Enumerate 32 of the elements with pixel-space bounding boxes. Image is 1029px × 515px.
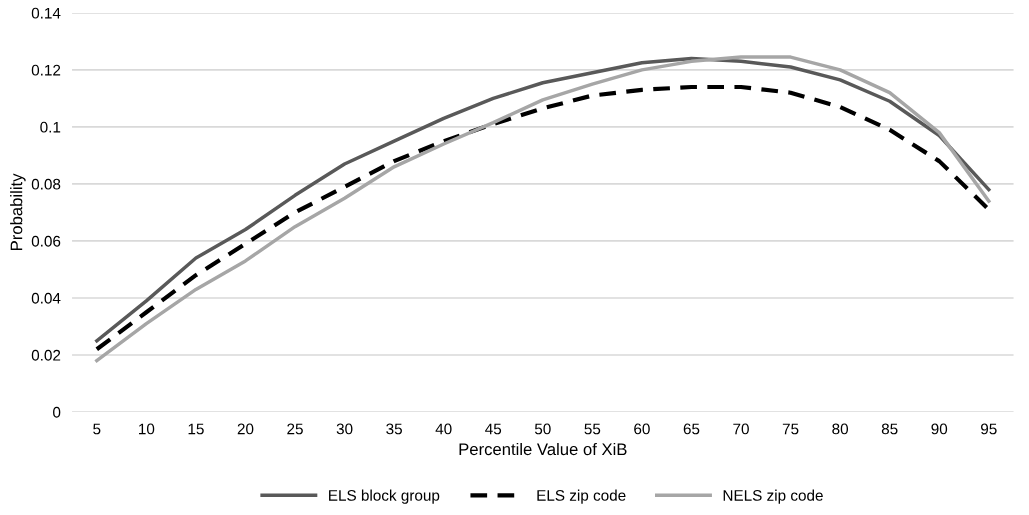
x-tick-label: 60 bbox=[634, 423, 650, 435]
y-tick-label: 0.04 bbox=[31, 292, 61, 304]
x-tick-label: 95 bbox=[981, 423, 997, 435]
legend-label: ELS block group bbox=[329, 489, 440, 504]
x-tick-label: 35 bbox=[386, 423, 402, 435]
y-tick-label: 0.14 bbox=[31, 7, 61, 19]
x-tick-label: 85 bbox=[881, 423, 898, 435]
x-tick-label: 55 bbox=[584, 423, 601, 435]
x-tick-label: 90 bbox=[931, 423, 948, 435]
y-axis-title: Probability bbox=[10, 173, 26, 250]
x-tick-label: 40 bbox=[435, 423, 452, 435]
x-tick-label: 25 bbox=[287, 423, 303, 435]
x-tick-label: 50 bbox=[534, 423, 551, 435]
y-tick-label: 0.12 bbox=[31, 64, 61, 76]
x-tick-label: 65 bbox=[683, 423, 700, 435]
y-tick-label: 0.1 bbox=[40, 121, 61, 133]
x-tick-label: 45 bbox=[485, 423, 502, 435]
x-tick-label: 5 bbox=[93, 423, 101, 435]
x-tick-label: 15 bbox=[188, 423, 204, 435]
y-tick-label: 0.06 bbox=[31, 235, 61, 247]
y-tick-label: 0.02 bbox=[31, 349, 61, 361]
x-tick-label: 70 bbox=[733, 423, 749, 435]
x-tick-label: 20 bbox=[237, 423, 254, 435]
legend-label: ELS zip code bbox=[537, 489, 626, 504]
y-tick-label: 0 bbox=[53, 406, 61, 418]
x-axis-title: Percentile Value of XiB bbox=[459, 442, 627, 456]
legend-label: NELS zip code bbox=[723, 489, 823, 504]
x-tick-label: 75 bbox=[782, 423, 799, 435]
x-tick-label: 30 bbox=[336, 423, 353, 435]
x-tick-label: 10 bbox=[139, 423, 155, 435]
y-tick-label: 0.08 bbox=[31, 178, 61, 190]
x-tick-label: 80 bbox=[832, 423, 849, 435]
